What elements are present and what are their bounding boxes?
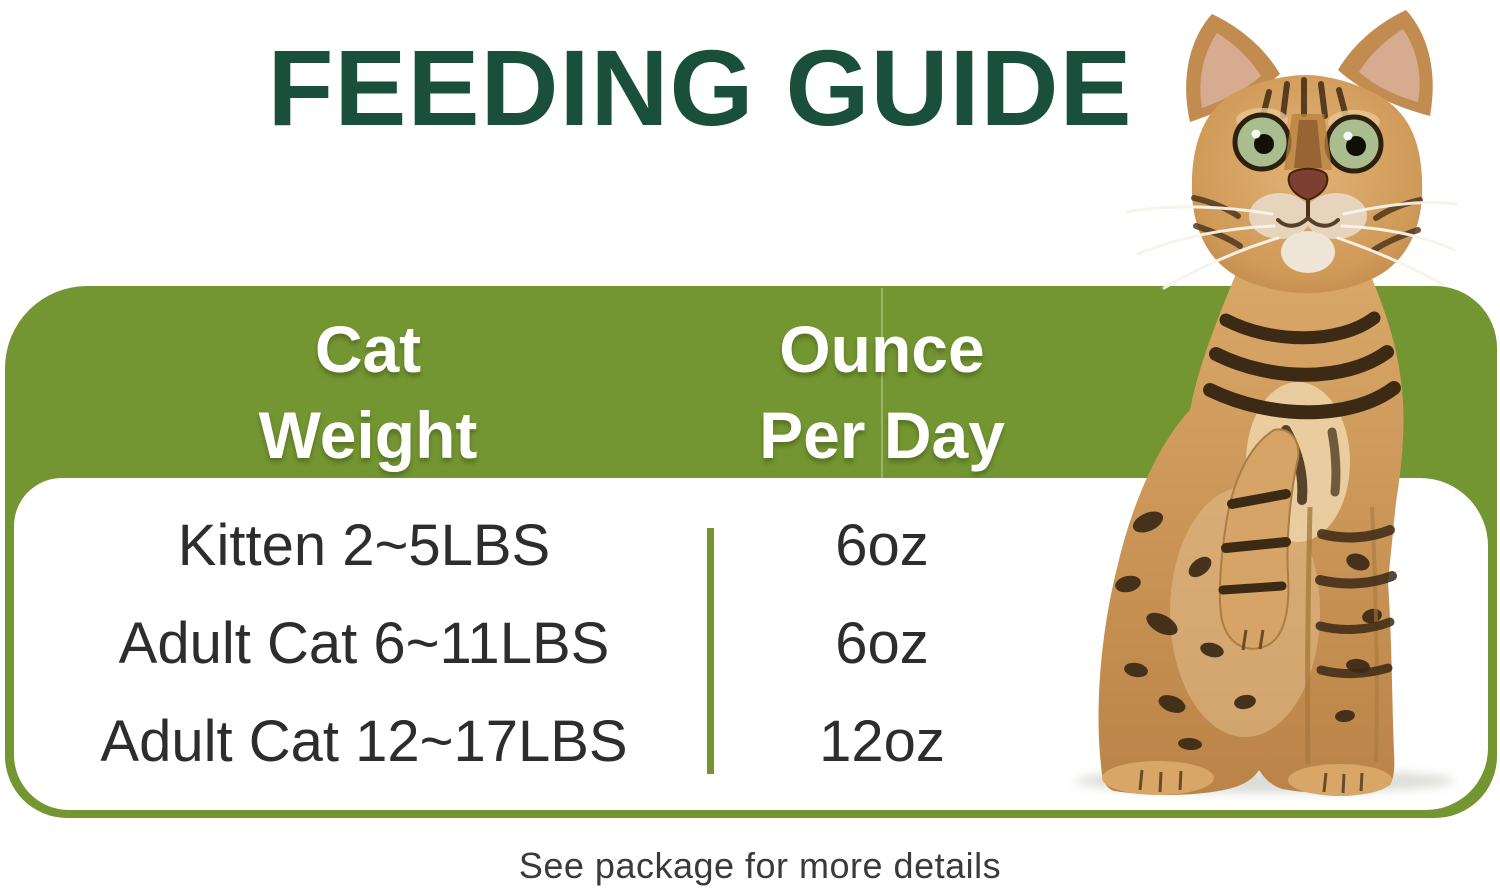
header-seam-line [881, 288, 883, 478]
table-row: Adult Cat 6~11LBS 6oz [14, 595, 1064, 693]
cat-whiskers [1124, 200, 1458, 290]
cat-paws [1102, 761, 1392, 796]
table-row: Kitten 2~5LBS 6oz [14, 497, 1064, 595]
column-header-line: Cat [314, 312, 422, 386]
cat-weight-cell: Kitten 2~5LBS [177, 513, 551, 578]
column-header-line: Weight [258, 398, 478, 472]
cat-weight-cell: Adult Cat 12~17LBS [100, 709, 628, 774]
column-divider [707, 528, 714, 774]
footnote: See package for more details [518, 845, 1002, 886]
column-header-cat-weight: Cat Weight [15, 306, 721, 478]
table-row: Adult Cat 12~17LBS 12oz [14, 693, 1064, 791]
ounce-cell: 6oz [835, 611, 929, 676]
cat-head [1124, 10, 1458, 293]
column-header-line: Ounce [779, 312, 985, 386]
cat-raised-paw [1218, 428, 1300, 651]
column-header-line: Per Day [759, 398, 1005, 472]
cat-weight-cell: Adult Cat 6~11LBS [118, 611, 610, 676]
column-header-ounce-per-day: Ounce Per Day [707, 306, 1057, 478]
ounce-cell: 6oz [835, 513, 929, 578]
bengal-cat-photo [1075, 10, 1458, 796]
page-title: FEEDING GUIDE [267, 27, 1133, 148]
ounce-cell: 12oz [819, 709, 945, 774]
cat-eyes [1232, 112, 1384, 174]
